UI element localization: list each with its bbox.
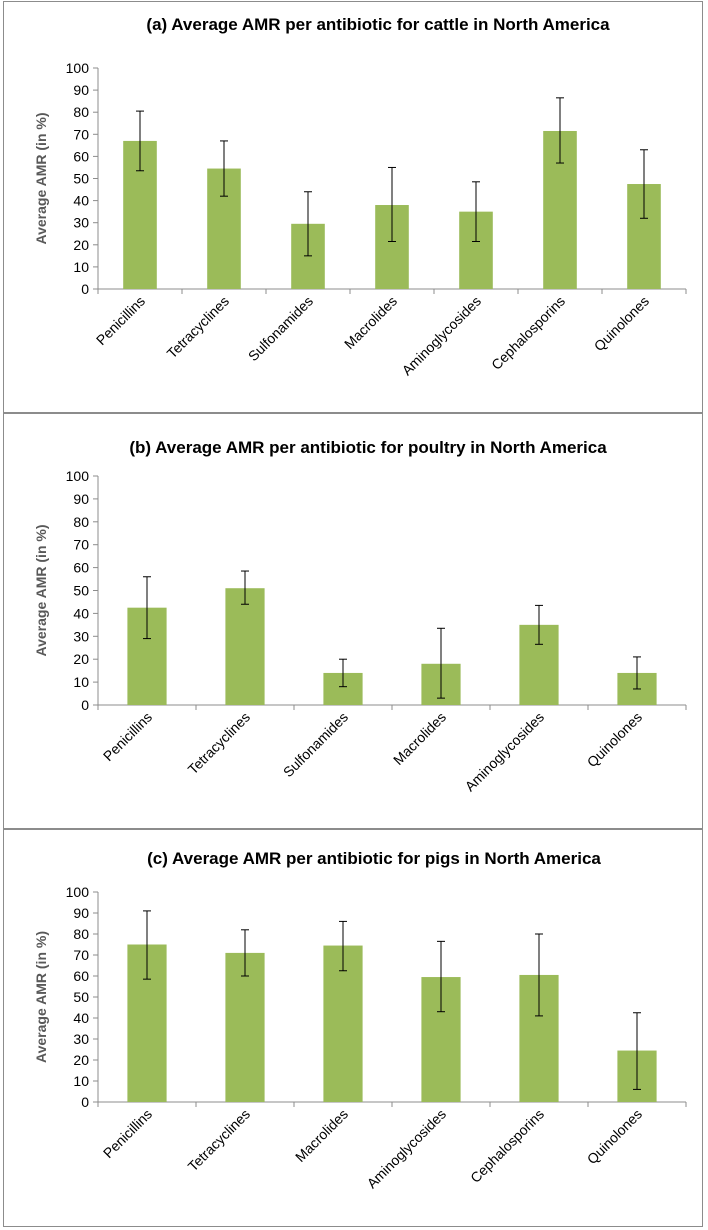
category-label: Macrolides xyxy=(292,1106,351,1165)
y-tick-label: 30 xyxy=(73,215,89,231)
y-tick-label: 0 xyxy=(81,281,89,297)
y-tick-label: 100 xyxy=(66,468,90,484)
y-axis-label: Average AMR (in %) xyxy=(33,113,49,245)
bar-macrolides xyxy=(323,945,363,1102)
category-label: Penicillins xyxy=(100,1106,155,1161)
y-tick-label: 30 xyxy=(73,1031,89,1047)
category-label: Quinolones xyxy=(584,709,645,770)
y-tick-label: 80 xyxy=(73,104,89,120)
y-tick-label: 40 xyxy=(73,605,89,621)
category-label: Tetracyclines xyxy=(185,709,254,778)
category-label: Aminoglycosides xyxy=(462,709,548,795)
category-label: Penicillins xyxy=(93,293,148,348)
y-tick-label: 10 xyxy=(73,674,89,690)
y-tick-label: 60 xyxy=(73,148,89,164)
chart-cattle: (a) Average AMR per antibiotic for cattl… xyxy=(33,15,687,379)
y-tick-label: 100 xyxy=(66,60,90,76)
bar-tetracyclines xyxy=(225,952,265,1102)
chart-title: (b) Average AMR per antibiotic for poult… xyxy=(129,438,607,457)
chart-title: (c) Average AMR per antibiotic for pigs … xyxy=(147,849,601,868)
category-label: Quinolones xyxy=(584,1106,645,1167)
category-label: Quinolones xyxy=(591,293,652,354)
y-tick-label: 10 xyxy=(73,259,89,275)
chart-panel-pigs: (c) Average AMR per antibiotic for pigs … xyxy=(3,829,703,1227)
y-tick-label: 100 xyxy=(66,884,90,900)
category-label: Tetracyclines xyxy=(185,1106,254,1175)
y-tick-label: 20 xyxy=(73,237,89,253)
category-label: Macrolides xyxy=(390,709,449,768)
category-label: Cephalosporins xyxy=(467,1106,547,1186)
y-tick-label: 0 xyxy=(81,1094,89,1110)
chart-panel-cattle: (a) Average AMR per antibiotic for cattl… xyxy=(3,1,703,413)
y-tick-label: 70 xyxy=(73,126,89,142)
y-tick-label: 90 xyxy=(73,905,89,921)
category-label: Tetracyclines xyxy=(164,293,233,362)
y-tick-label: 90 xyxy=(73,82,89,98)
y-tick-label: 50 xyxy=(73,171,89,187)
y-tick-label: 50 xyxy=(73,583,89,599)
y-tick-label: 60 xyxy=(73,560,89,576)
category-label: Cephalosporins xyxy=(488,293,568,373)
category-label: Macrolides xyxy=(341,293,400,352)
y-tick-label: 20 xyxy=(73,651,89,667)
y-tick-label: 50 xyxy=(73,989,89,1005)
y-axis-label: Average AMR (in %) xyxy=(33,931,49,1063)
bar-tetracyclines xyxy=(225,588,265,705)
y-tick-label: 10 xyxy=(73,1073,89,1089)
category-label: Aminoglycosides xyxy=(364,1106,450,1192)
y-tick-label: 30 xyxy=(73,628,89,644)
y-tick-label: 90 xyxy=(73,491,89,507)
y-tick-label: 80 xyxy=(73,514,89,530)
y-tick-label: 60 xyxy=(73,968,89,984)
category-label: Sulfonamides xyxy=(280,709,351,780)
chart-title: (a) Average AMR per antibiotic for cattl… xyxy=(146,15,610,34)
y-tick-label: 70 xyxy=(73,537,89,553)
chart-panel-poultry: (b) Average AMR per antibiotic for poult… xyxy=(3,413,703,829)
chart-pigs: (c) Average AMR per antibiotic for pigs … xyxy=(33,849,687,1192)
y-tick-label: 20 xyxy=(73,1052,89,1068)
y-tick-label: 40 xyxy=(73,193,89,209)
y-axis-label: Average AMR (in %) xyxy=(33,525,49,657)
y-tick-label: 40 xyxy=(73,1010,89,1026)
category-label: Penicillins xyxy=(100,709,155,764)
chart-poultry: (b) Average AMR per antibiotic for poult… xyxy=(33,438,687,795)
category-label: Sulfonamides xyxy=(245,293,316,364)
y-tick-label: 0 xyxy=(81,697,89,713)
y-tick-label: 80 xyxy=(73,926,89,942)
y-tick-label: 70 xyxy=(73,947,89,963)
category-label: Aminoglycosides xyxy=(399,293,485,379)
